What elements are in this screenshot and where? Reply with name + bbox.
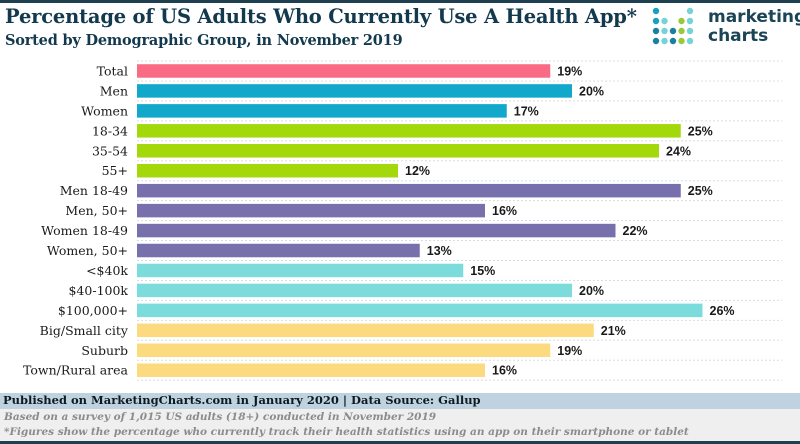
category-label: Town/Rural area: [23, 363, 129, 378]
category-label: 18-34: [92, 123, 128, 138]
data-label: 13%: [427, 244, 452, 258]
chart-title: Percentage of US Adults Who Currently Us…: [5, 5, 637, 28]
data-label: 15%: [470, 264, 495, 278]
category-label: Men, 50+: [65, 203, 128, 218]
chart-subtitle: Sorted by Demographic Group, in November…: [5, 32, 403, 49]
category-label: Women 18-49: [41, 223, 128, 238]
category-label: <$40k: [86, 263, 128, 278]
category-label: $40-100k: [68, 283, 128, 298]
data-label: 25%: [688, 184, 713, 198]
footer-note-definition: *Figures show the percentage who current…: [4, 426, 689, 438]
logo-dot: [652, 17, 660, 25]
data-label: 16%: [492, 204, 517, 218]
logo-dot: [652, 7, 660, 15]
bar: [137, 323, 594, 338]
footer-note-survey: Based on a survey of 1,015 US adults (18…: [4, 411, 437, 423]
bar: [137, 243, 420, 258]
logo-text-line1: marketing: [708, 7, 800, 27]
data-label: 19%: [557, 344, 582, 358]
category-label: 35-54: [92, 143, 128, 158]
footer-source-bar: Published on MarketingCharts.com in Janu…: [0, 393, 800, 409]
logo-dot: [661, 27, 668, 35]
logo-dot: [686, 7, 694, 15]
footer-published: Published on MarketingCharts.com in Janu…: [3, 393, 481, 407]
footer-notes: Based on a survey of 1,015 US adults (18…: [0, 409, 800, 441]
data-label: 22%: [623, 224, 648, 238]
bar: [137, 343, 551, 358]
category-label: Men: [100, 83, 128, 98]
logo-dot: [661, 37, 668, 45]
logo-dot: [652, 37, 660, 45]
bar: [137, 104, 507, 118]
bar: [137, 283, 572, 298]
data-label: 17%: [514, 104, 539, 118]
bar: [137, 263, 464, 278]
bar: [137, 84, 572, 98]
logo-dot: [678, 27, 685, 35]
category-label: Men 18-49: [60, 183, 128, 198]
bar: [137, 163, 398, 178]
data-label: 26%: [710, 304, 735, 318]
logo-text-line2: charts: [708, 26, 769, 46]
logo-text: marketing charts: [708, 8, 800, 46]
category-label: Suburb: [81, 343, 128, 358]
bar: [137, 144, 659, 158]
marketingcharts-logo: marketing charts: [652, 6, 800, 50]
bar-chart: Total 19% Men 20% Women 17% 18-34 25% 35-54 24% 55…: [23, 60, 782, 381]
category-label: Women: [81, 103, 128, 118]
bar: [137, 363, 485, 377]
bar: [137, 223, 616, 238]
logo-dot: [669, 27, 677, 35]
category-label: Big/Small city: [40, 323, 129, 338]
data-label: 24%: [666, 144, 691, 158]
bar: [137, 303, 703, 318]
bar: [137, 124, 681, 138]
logo-dot: [678, 17, 685, 25]
bottom-border: [0, 441, 800, 444]
data-label: 12%: [405, 164, 430, 178]
logo-dot: [669, 37, 677, 45]
logo-dot: [686, 17, 694, 25]
category-label: Women, 50+: [47, 243, 128, 258]
top-border: [0, 0, 800, 3]
bar: [137, 183, 681, 198]
logo-dot: [686, 37, 694, 45]
category-label: 55+: [102, 163, 128, 178]
logo-dot: [678, 37, 685, 45]
category-label: $100,000+: [58, 303, 128, 318]
data-label: 21%: [601, 324, 626, 338]
bar: [137, 64, 551, 78]
logo-dot: [652, 27, 660, 35]
data-label: 20%: [579, 84, 604, 98]
logo-dot: [686, 27, 694, 35]
bar: [137, 203, 485, 218]
data-label: 20%: [579, 284, 604, 298]
data-label: 19%: [557, 64, 582, 78]
logo-dot: [661, 17, 668, 25]
data-label: 25%: [688, 124, 713, 138]
logo-dots-icon: [652, 7, 694, 45]
data-label: 16%: [492, 364, 517, 378]
category-label: Total: [97, 63, 128, 78]
